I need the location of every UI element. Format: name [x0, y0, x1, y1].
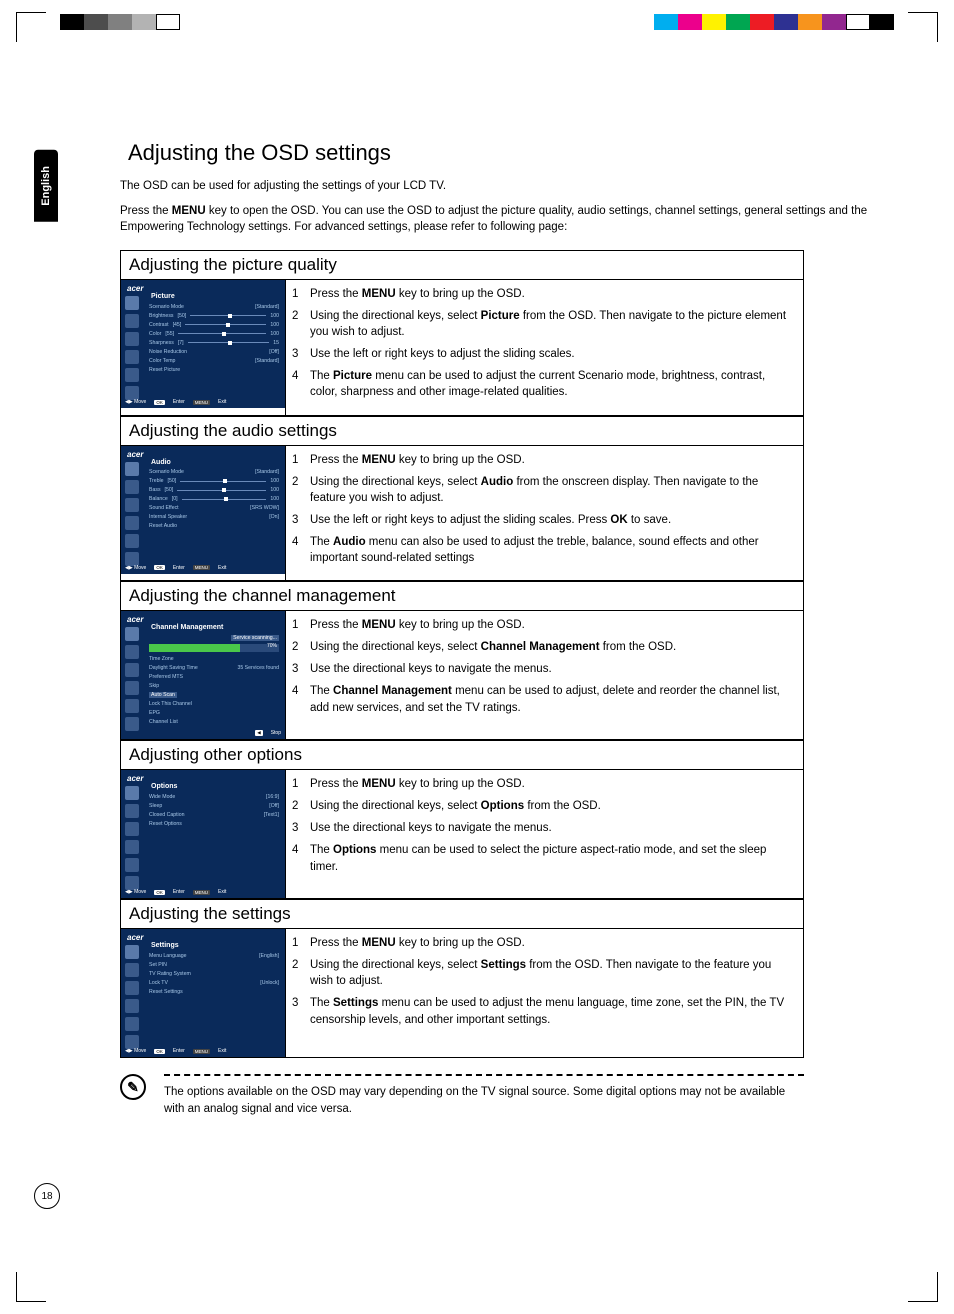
- steps-cell: 1Press the MENU key to bring up the OSD.…: [286, 446, 803, 581]
- step-text: The Channel Management menu can be used …: [310, 683, 793, 715]
- step-number: 1: [292, 286, 310, 302]
- step-item: 1Press the MENU key to bring up the OSD.: [292, 776, 793, 792]
- step-number: 1: [292, 935, 310, 951]
- step-number: 2: [292, 474, 310, 506]
- step-number: 2: [292, 308, 310, 340]
- step-text: Using the directional keys, select Setti…: [310, 957, 793, 989]
- osd-screenshot: acerSettingsMenu Language[English]Set PI…: [121, 929, 285, 1057]
- step-text: The Options menu can be used to select t…: [310, 842, 793, 874]
- note-row: ✎ The options available on the OSD may v…: [120, 1074, 804, 1117]
- language-tab: English: [34, 150, 58, 222]
- step-number: 4: [292, 368, 310, 400]
- steps-cell: 1Press the MENU key to bring up the OSD.…: [286, 280, 803, 415]
- step-item: 1Press the MENU key to bring up the OSD.: [292, 452, 793, 468]
- step-item: 3Use the left or right keys to adjust th…: [292, 346, 793, 362]
- step-text: Using the directional keys, select Optio…: [310, 798, 601, 814]
- step-text: Use the directional keys to navigate the…: [310, 661, 552, 677]
- step-number: 3: [292, 346, 310, 362]
- step-item: 4The Picture menu can be used to adjust …: [292, 368, 793, 400]
- intro-pre: Press the: [120, 205, 172, 217]
- section-header: Adjusting the audio settings: [121, 416, 803, 446]
- steps-cell: 1Press the MENU key to bring up the OSD.…: [286, 929, 803, 1057]
- section-body: acerAudioScenario Mode[Standard]Treble[5…: [121, 446, 803, 582]
- step-item: 1Press the MENU key to bring up the OSD.: [292, 617, 793, 633]
- note-icon: ✎: [120, 1074, 146, 1100]
- osd-screenshot: acerPictureScenario Mode[Standard]Bright…: [121, 280, 285, 408]
- step-number: 2: [292, 957, 310, 989]
- intro-text-2: Press the MENU key to open the OSD. You …: [120, 203, 894, 236]
- section-body: acerPictureScenario Mode[Standard]Bright…: [121, 280, 803, 416]
- step-item: 4The Options menu can be used to select …: [292, 842, 793, 874]
- step-number: 4: [292, 842, 310, 874]
- step-item: 1Press the MENU key to bring up the OSD.: [292, 286, 793, 302]
- step-number: 3: [292, 820, 310, 836]
- steps-cell: 1Press the MENU key to bring up the OSD.…: [286, 611, 803, 739]
- step-text: The Audio menu can also be used to adjus…: [310, 534, 793, 566]
- section-body: acerOptionsWide Mode[16:9]Sleep[Off]Clos…: [121, 770, 803, 899]
- step-number: 4: [292, 534, 310, 566]
- step-item: 3Use the left or right keys to adjust th…: [292, 512, 793, 528]
- step-number: 3: [292, 512, 310, 528]
- osd-screenshot: acerChannel ManagementService scanning..…: [121, 611, 285, 739]
- intro-text-1: The OSD can be used for adjusting the se…: [120, 178, 894, 195]
- osd-cell: acerPictureScenario Mode[Standard]Bright…: [121, 280, 286, 415]
- section-header: Adjusting the picture quality: [121, 251, 803, 280]
- page-title: Adjusting the OSD settings: [128, 140, 894, 166]
- step-text: Press the MENU key to bring up the OSD.: [310, 935, 525, 951]
- step-text: Use the left or right keys to adjust the…: [310, 512, 671, 528]
- sections-table: Adjusting the picture qualityacerPicture…: [120, 250, 804, 1058]
- section-body: acerChannel ManagementService scanning..…: [121, 611, 803, 740]
- section-header: Adjusting the channel management: [121, 581, 803, 611]
- intro-post: key to open the OSD. You can use the OSD…: [120, 205, 867, 234]
- step-number: 3: [292, 661, 310, 677]
- step-item: 1Press the MENU key to bring up the OSD.: [292, 935, 793, 951]
- step-text: Using the directional keys, select Audio…: [310, 474, 793, 506]
- step-number: 1: [292, 776, 310, 792]
- step-item: 2Using the directional keys, select Sett…: [292, 957, 793, 989]
- step-number: 2: [292, 639, 310, 655]
- osd-screenshot: acerOptionsWide Mode[16:9]Sleep[Off]Clos…: [121, 770, 285, 898]
- step-text: Press the MENU key to bring up the OSD.: [310, 617, 525, 633]
- page-number: 18: [34, 1183, 60, 1209]
- step-number: 1: [292, 452, 310, 468]
- section-body: acerSettingsMenu Language[English]Set PI…: [121, 929, 803, 1057]
- steps-cell: 1Press the MENU key to bring up the OSD.…: [286, 770, 803, 898]
- step-number: 4: [292, 683, 310, 715]
- osd-cell: acerSettingsMenu Language[English]Set PI…: [121, 929, 286, 1057]
- step-item: 4The Audio menu can also be used to adju…: [292, 534, 793, 566]
- step-text: The Settings menu can be used to adjust …: [310, 995, 793, 1027]
- step-item: 3Use the directional keys to navigate th…: [292, 820, 793, 836]
- osd-cell: acerOptionsWide Mode[16:9]Sleep[Off]Clos…: [121, 770, 286, 898]
- step-number: 1: [292, 617, 310, 633]
- step-item: 2Using the directional keys, select Audi…: [292, 474, 793, 506]
- note-text: The options available on the OSD may var…: [164, 1084, 804, 1117]
- step-text: Press the MENU key to bring up the OSD.: [310, 452, 525, 468]
- step-item: 3The Settings menu can be used to adjust…: [292, 995, 793, 1027]
- step-number: 2: [292, 798, 310, 814]
- step-text: Use the left or right keys to adjust the…: [310, 346, 575, 362]
- step-text: Using the directional keys, select Chann…: [310, 639, 676, 655]
- note-divider: [164, 1074, 804, 1076]
- step-text: Using the directional keys, select Pictu…: [310, 308, 793, 340]
- step-item: 4The Channel Management menu can be used…: [292, 683, 793, 715]
- osd-cell: acerChannel ManagementService scanning..…: [121, 611, 286, 739]
- intro-bold: MENU: [172, 205, 206, 217]
- osd-cell: acerAudioScenario Mode[Standard]Treble[5…: [121, 446, 286, 581]
- step-item: 2Using the directional keys, select Chan…: [292, 639, 793, 655]
- step-number: 3: [292, 995, 310, 1027]
- step-text: Press the MENU key to bring up the OSD.: [310, 776, 525, 792]
- osd-screenshot: acerAudioScenario Mode[Standard]Treble[5…: [121, 446, 285, 574]
- step-item: 3Use the directional keys to navigate th…: [292, 661, 793, 677]
- step-text: The Picture menu can be used to adjust t…: [310, 368, 793, 400]
- section-header: Adjusting the settings: [121, 899, 803, 929]
- section-header: Adjusting other options: [121, 740, 803, 770]
- step-text: Use the directional keys to navigate the…: [310, 820, 552, 836]
- step-item: 2Using the directional keys, select Pict…: [292, 308, 793, 340]
- step-text: Press the MENU key to bring up the OSD.: [310, 286, 525, 302]
- step-item: 2Using the directional keys, select Opti…: [292, 798, 793, 814]
